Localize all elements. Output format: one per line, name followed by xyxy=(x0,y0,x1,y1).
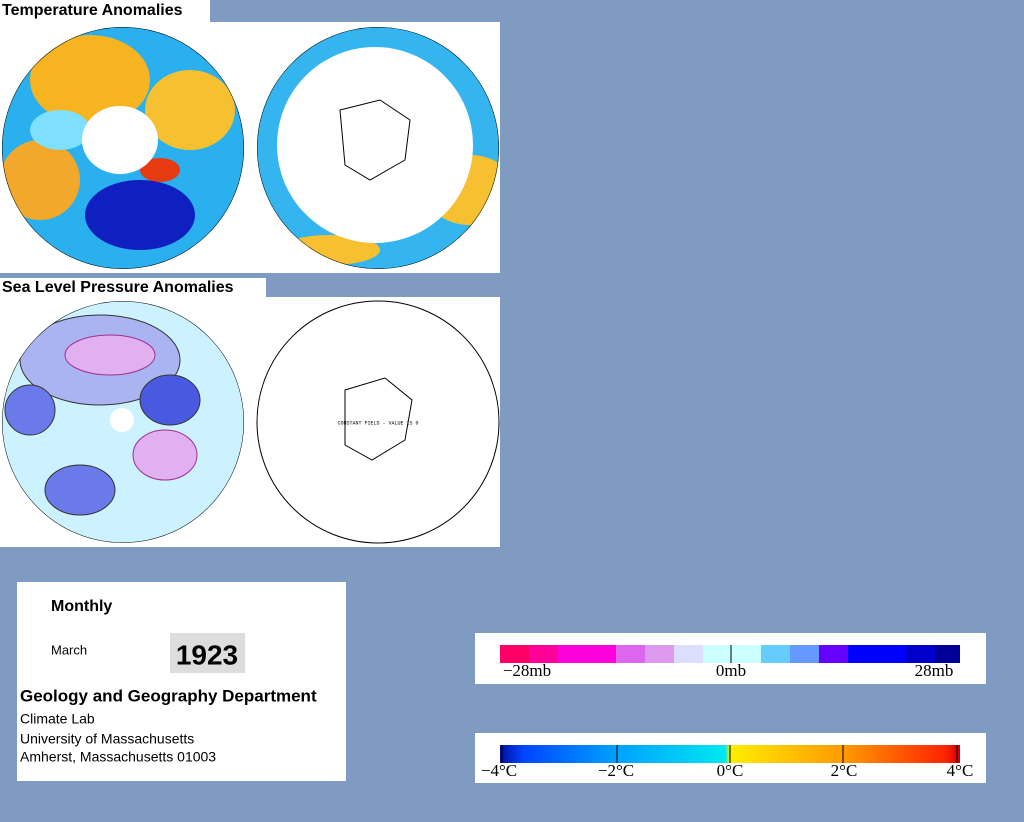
title-box xyxy=(0,0,210,22)
map-note: CONSTANT FIELD - VALUE IS 0 xyxy=(337,420,418,426)
pressure-map-south xyxy=(256,300,500,544)
temperature-map-north xyxy=(2,27,244,269)
scale-label: 0°C xyxy=(717,761,744,780)
coastline xyxy=(344,377,413,461)
scale-label: 4°C xyxy=(947,761,974,780)
section-title: Temperature Anomalies xyxy=(2,2,183,19)
scale-label: 28mb xyxy=(915,661,954,680)
title-box xyxy=(0,278,266,297)
department: Geology and Geography Department xyxy=(20,686,317,705)
pressure-colorbar xyxy=(500,645,960,663)
year-box xyxy=(170,633,245,673)
scale-label: 2°C xyxy=(831,761,858,780)
info-line: Amherst, Massachusetts 01003 xyxy=(20,749,216,765)
colorbar-ticks xyxy=(501,745,958,763)
temperature-map-south xyxy=(257,27,499,269)
info-line: Climate Lab xyxy=(20,711,95,727)
pressure-map-north xyxy=(2,301,244,543)
scale-label: −2°C xyxy=(598,761,634,780)
scale-label: 0mb xyxy=(716,661,746,680)
period: Monthly xyxy=(51,598,112,615)
section-title: Sea Level Pressure Anomalies xyxy=(2,279,234,296)
month: March xyxy=(51,642,87,657)
scale-label: −28mb xyxy=(503,661,551,680)
info-box xyxy=(17,582,346,781)
info-line: University of Massachusetts xyxy=(20,731,194,747)
year: 1923 xyxy=(176,639,238,670)
scale-label: −4°C xyxy=(481,761,517,780)
